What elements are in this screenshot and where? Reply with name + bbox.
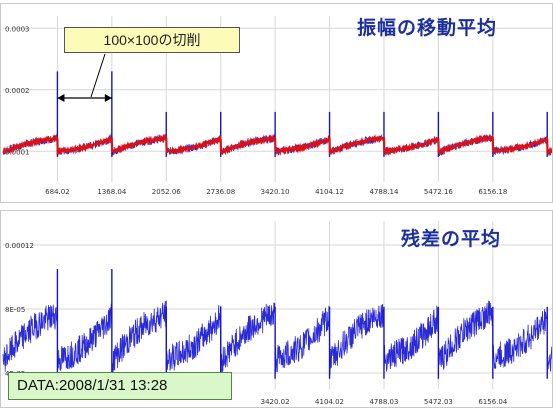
x-tick-label: 4104.12 (315, 188, 344, 196)
x-tick-label: 5472.16 (424, 188, 453, 196)
x-tick-label: 4788.14 (369, 188, 398, 196)
amplitude-chart-title: 振幅の移動平均 (357, 18, 498, 39)
y-tick-label: 0.0001 (5, 148, 30, 156)
width-marker-arrow-right (104, 94, 112, 102)
x-tick-label: 2736.08 (206, 188, 235, 196)
x-tick-label: 2052.06 (152, 188, 181, 196)
moving-average-series-line (2, 133, 552, 157)
data-timestamp: DATA:2008/1/31 13:28 (8, 372, 232, 400)
y-tick-label: 8E-05 (5, 306, 25, 314)
x-tick-label: 4788.03 (369, 398, 398, 406)
x-tick-label: 3420.02 (261, 398, 290, 406)
x-tick-label: 1368.04 (97, 188, 126, 196)
x-tick-label: 684.02 (45, 188, 70, 196)
y-tick-label: 0.0002 (5, 87, 30, 95)
residual-chart-title: 残差の平均 (401, 229, 502, 250)
x-tick-label: 4104.02 (315, 398, 344, 406)
callout-leader-line (90, 53, 106, 98)
x-tick-label: 6156.04 (478, 398, 507, 406)
width-marker-arrow-left (57, 94, 65, 102)
y-tick-label: 0.0003 (5, 25, 30, 33)
raw-series-line (2, 300, 552, 376)
cutting-annotation: 100×100の切削 (64, 27, 240, 53)
y-tick-label: 0.00012 (5, 242, 34, 250)
x-tick-label: 3420.10 (261, 188, 290, 196)
x-tick-label: 6156.18 (478, 188, 507, 196)
x-tick-label: 5472.03 (424, 398, 453, 406)
